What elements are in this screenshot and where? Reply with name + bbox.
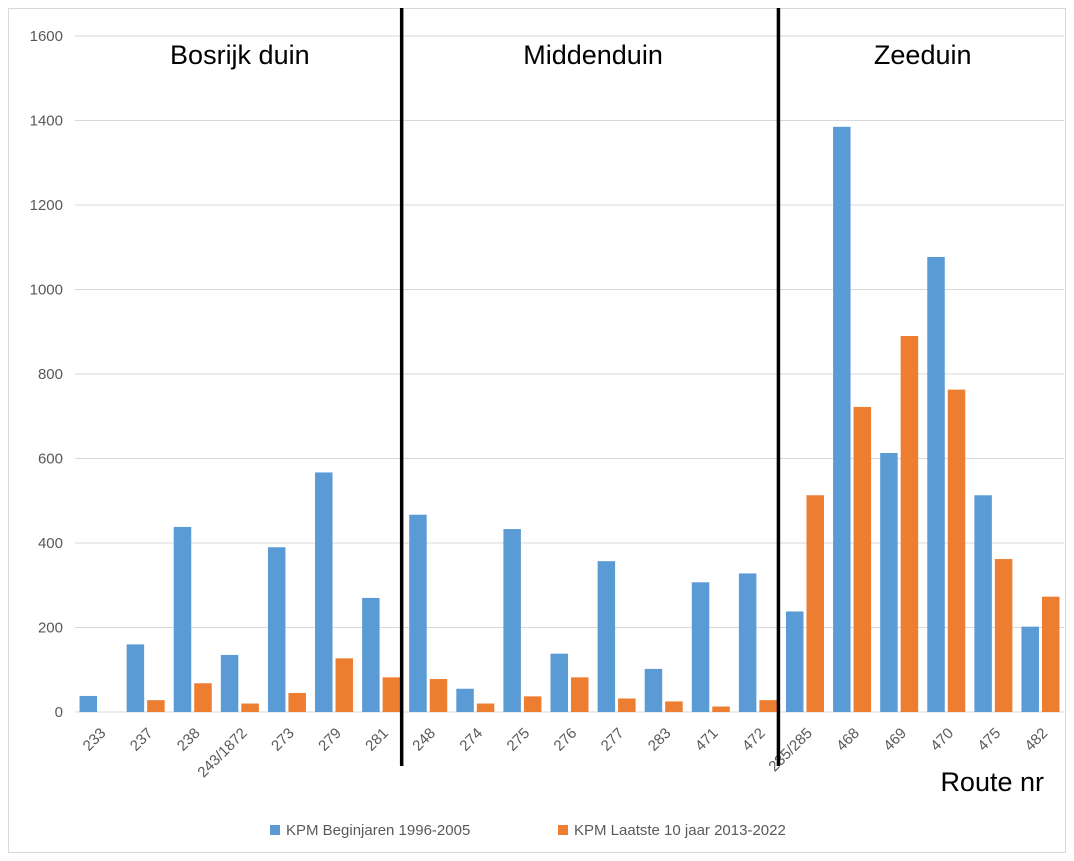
x-tick-label: 470	[927, 725, 957, 755]
bar-laatste-468	[853, 406, 872, 712]
bar-laatste-471	[712, 706, 730, 712]
bar-laatste-273	[288, 692, 306, 712]
bar-beginjaren-274	[456, 688, 474, 712]
bar-beginjaren-273	[267, 547, 286, 712]
bar-laatste-277	[618, 698, 636, 712]
legend-label: KPM Beginjaren 1996-2005	[286, 822, 470, 839]
x-tick-label: 281	[362, 725, 392, 755]
x-tick-label: 274	[456, 725, 486, 755]
bar-laatste-275	[523, 696, 542, 712]
bar-beginjaren-275	[503, 529, 521, 712]
region-label: Middenduin	[523, 40, 663, 70]
bar-laatste-279	[335, 658, 354, 712]
bar-beginjaren-235-285	[785, 611, 804, 712]
legend-swatch	[558, 825, 568, 835]
x-tick-label: 233	[80, 725, 110, 755]
x-tick-label: 277	[598, 725, 628, 755]
x-tick-label: 279	[315, 725, 345, 755]
bar-laatste-482	[1041, 596, 1060, 712]
y-tick-label: 200	[38, 620, 63, 637]
legend: KPM Beginjaren 1996-2005 KPM Laatste 10 j…	[270, 822, 786, 839]
bar-beginjaren-233	[79, 695, 98, 712]
bar-laatste-470	[947, 389, 966, 712]
bar-beginjaren-248	[409, 514, 427, 712]
bar-beginjaren-470	[927, 256, 945, 712]
bar-laatste-243-1872	[241, 703, 259, 712]
bar-laatste-283	[665, 701, 683, 712]
x-tick-label: 472	[739, 725, 769, 755]
bar-laatste-469	[900, 335, 919, 712]
x-axis-label: Route nr	[940, 767, 1044, 797]
bar-laatste-238	[194, 683, 212, 712]
legend-swatch	[270, 825, 280, 835]
bar-laatste-274	[476, 703, 495, 712]
bar-laatste-237	[147, 700, 165, 712]
bar-beginjaren-243-1872	[220, 654, 239, 712]
x-tick-label: 237	[127, 725, 157, 755]
bar-laatste-472	[759, 700, 777, 712]
y-tick-label: 1400	[30, 113, 63, 130]
region-label: Zeeduin	[874, 40, 972, 70]
x-tick-label: 471	[692, 725, 722, 755]
y-tick-label: 0	[55, 704, 63, 721]
x-tick-label: 276	[551, 725, 581, 755]
bar-beginjaren-238	[173, 526, 192, 712]
y-tick-label: 400	[38, 535, 63, 552]
bar-beginjaren-475	[974, 495, 992, 712]
bar-beginjaren-237	[126, 644, 145, 712]
x-tick-label: 469	[880, 725, 910, 755]
region-dividers	[399, 8, 781, 766]
x-tick-label: 235/285	[765, 725, 815, 775]
x-tick-label: 243/1872	[194, 725, 250, 781]
y-tick-label: 1000	[30, 282, 63, 299]
bar-beginjaren-471	[691, 582, 710, 712]
y-tick-label: 1600	[30, 28, 63, 45]
region-labels: Bosrijk duin Middenduin Zeeduin	[170, 40, 971, 70]
y-tick-label: 600	[38, 451, 63, 468]
x-tick-label: 248	[409, 725, 439, 755]
x-tick-label: 475	[974, 725, 1004, 755]
bar-beginjaren-469	[880, 453, 898, 712]
x-tick-label: 482	[1022, 725, 1052, 755]
y-axis-ticks: 0 200 400 600 800 1000 1200 1400 1600	[30, 28, 63, 721]
x-tick-label: 468	[833, 725, 863, 755]
bars	[79, 126, 1060, 712]
x-tick-label: 275	[504, 725, 534, 755]
y-tick-label: 800	[38, 366, 63, 383]
bar-beginjaren-468	[833, 126, 851, 712]
bar-beginjaren-279	[315, 472, 333, 712]
x-tick-label: 273	[268, 725, 298, 755]
bar-beginjaren-277	[597, 561, 616, 712]
bar-laatste-248	[429, 679, 448, 712]
x-tick-label: 283	[645, 725, 675, 755]
bar-beginjaren-281	[362, 597, 380, 712]
bar-beginjaren-283	[644, 668, 663, 712]
bar-laatste-276	[571, 677, 589, 712]
legend-label: KPM Laatste 10 jaar 2013-2022	[574, 822, 786, 839]
bar-laatste-235-285	[806, 495, 824, 712]
bar-beginjaren-482	[1021, 626, 1039, 712]
x-tick-label: 238	[174, 725, 204, 755]
region-label: Bosrijk duin	[170, 40, 310, 70]
bar-beginjaren-276	[550, 653, 568, 712]
bar-laatste-475	[994, 559, 1013, 712]
gridlines	[75, 35, 1064, 713]
bar-beginjaren-472	[738, 573, 757, 712]
y-tick-label: 1200	[30, 197, 63, 214]
bar-laatste-281	[382, 677, 401, 712]
